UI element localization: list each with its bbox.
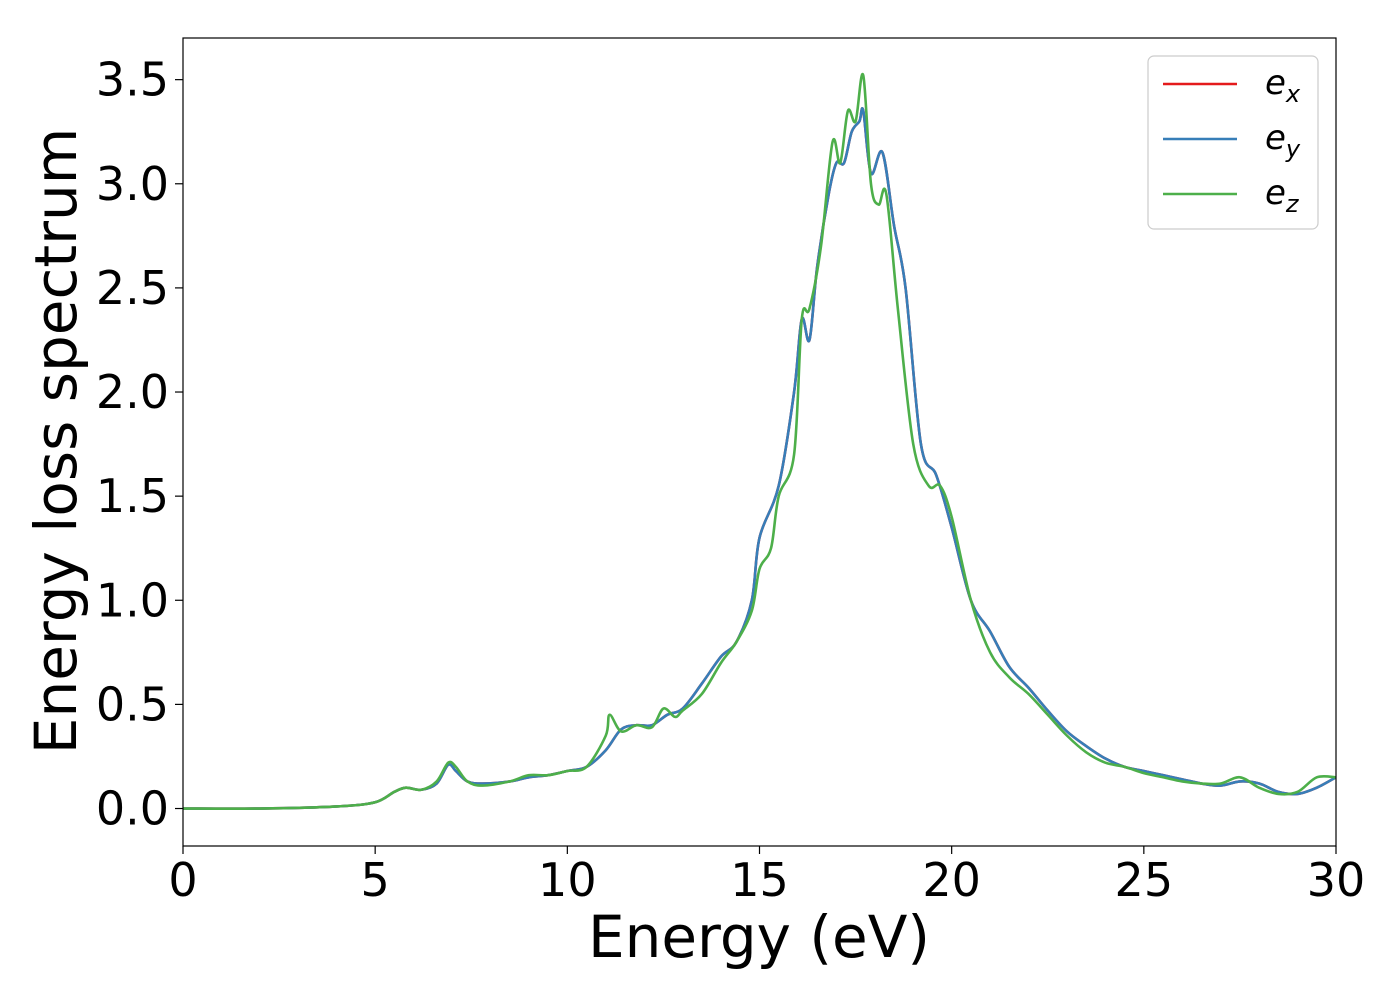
legend-item-x: ex [1163,63,1301,108]
y-tick-label: 3.0 [96,157,169,211]
y-tick-label: 2.0 [96,365,169,419]
x-tick-label: 10 [538,853,597,907]
y-tick-label: 0.0 [96,782,169,836]
y-axis-ticks: 0.0 0.5 1.0 1.5 2.0 2.5 3.0 3.5 [96,53,183,836]
legend-label: ey [1265,118,1301,163]
legend-items: ex ey ez [1163,63,1301,218]
legend-label: ez [1265,173,1300,218]
x-tick-label: 5 [361,853,390,907]
legend-label: ex [1265,63,1301,108]
series-line-z [183,72,1336,810]
y-tick-label: 2.5 [96,261,169,315]
x-tick-label: 25 [1115,853,1174,907]
x-tick-label: 20 [922,853,981,907]
legend-item-z: ez [1163,173,1300,218]
x-tick-label: 0 [168,853,197,907]
y-tick-label: 3.5 [96,53,169,107]
legend-box [1147,55,1319,230]
legend: ex ey ez [1147,55,1319,230]
legend-item-y: ey [1163,118,1301,163]
series-layer [183,72,1336,810]
y-axis-label: Energy loss spectrum [22,128,90,754]
y-tick-label: 1.0 [96,573,169,627]
x-tick-label: 30 [1307,853,1366,907]
y-tick-label: 0.5 [96,677,169,731]
y-tick-label: 1.5 [96,469,169,523]
x-axis-label: Energy (eV) [588,903,930,971]
x-tick-label: 15 [730,853,789,907]
x-axis-ticks: 0 5 10 15 20 25 30 [168,846,1365,907]
